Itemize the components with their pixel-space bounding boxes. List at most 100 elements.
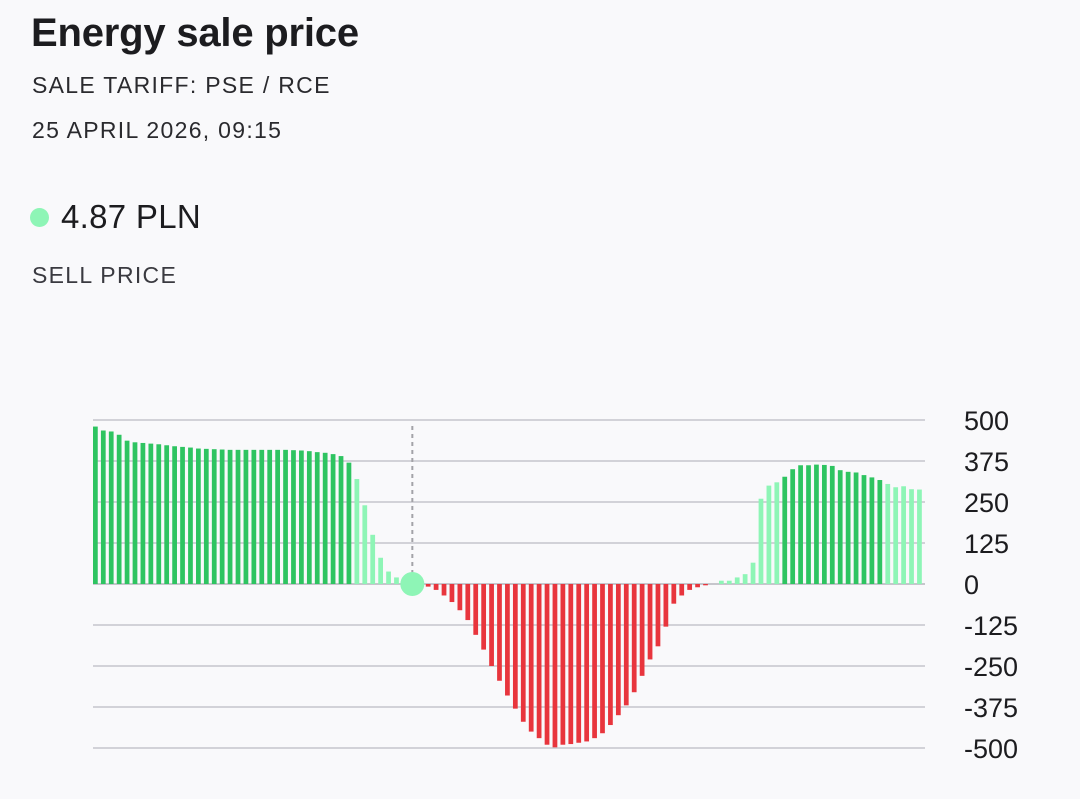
price-bar[interactable] (576, 584, 582, 743)
price-bar[interactable] (299, 450, 304, 585)
price-bar[interactable] (703, 584, 708, 586)
price-bar[interactable] (148, 443, 154, 584)
price-bar[interactable] (837, 470, 843, 584)
price-bar[interactable] (512, 584, 518, 709)
price-bar[interactable] (758, 498, 764, 584)
price-bar[interactable] (291, 450, 296, 584)
price-bar[interactable] (116, 434, 122, 584)
price-bar[interactable] (330, 454, 336, 584)
price-bar[interactable] (243, 449, 249, 584)
price-bar[interactable] (251, 449, 257, 584)
price-bar[interactable] (600, 584, 605, 734)
price-bar[interactable] (782, 476, 788, 584)
price-bar[interactable] (489, 584, 494, 666)
price-bar[interactable] (536, 584, 542, 739)
price-bar[interactable] (829, 465, 835, 584)
price-bar[interactable] (457, 584, 463, 611)
price-bar[interactable] (814, 464, 819, 584)
price-bar[interactable] (164, 445, 170, 584)
price-bar[interactable] (615, 584, 621, 716)
price-bar[interactable] (631, 584, 637, 693)
price-bar[interactable] (203, 448, 209, 584)
price-bar[interactable] (695, 584, 700, 588)
price-bar[interactable] (140, 442, 146, 584)
price-bar[interactable] (687, 584, 693, 590)
price-bar[interactable] (441, 584, 447, 596)
price-bar[interactable] (790, 469, 796, 584)
price-bar[interactable] (346, 462, 352, 584)
price-bar[interactable] (505, 584, 510, 696)
price-bar[interactable] (306, 451, 312, 584)
price-bar[interactable] (124, 440, 130, 584)
price-bar[interactable] (378, 557, 384, 584)
price-bar[interactable] (322, 452, 328, 584)
price-bar[interactable] (655, 584, 661, 647)
price-bar[interactable] (861, 475, 867, 584)
price-bar[interactable] (259, 449, 265, 584)
price-bar[interactable] (108, 431, 114, 584)
price-bar[interactable] (386, 571, 391, 584)
price-bar[interactable] (394, 577, 399, 584)
price-bar[interactable] (465, 584, 471, 621)
price-bar[interactable] (528, 584, 534, 732)
price-bar[interactable] (180, 446, 185, 584)
price-bar[interactable] (806, 465, 811, 584)
price-bar[interactable] (188, 447, 193, 584)
price-bar[interactable] (196, 448, 201, 584)
price-bar[interactable] (156, 444, 162, 584)
price-bar[interactable] (718, 580, 724, 584)
price-bar[interactable] (172, 446, 177, 584)
price-bar[interactable] (893, 487, 899, 584)
price-bar[interactable] (639, 584, 645, 676)
price-bar[interactable] (497, 584, 502, 681)
price-bar[interactable] (100, 430, 106, 585)
price-bar[interactable] (774, 482, 780, 584)
price-bar[interactable] (560, 584, 566, 745)
price-bar[interactable] (235, 449, 241, 584)
current-price-marker[interactable] (400, 572, 425, 596)
price-bar[interactable] (679, 584, 685, 596)
price-bar[interactable] (798, 465, 803, 584)
price-bar[interactable] (481, 584, 487, 650)
price-bar[interactable] (227, 449, 233, 584)
price-bar[interactable] (275, 449, 280, 584)
price-bar[interactable] (877, 480, 883, 584)
price-bar[interactable] (93, 426, 98, 584)
price-bar[interactable] (584, 584, 590, 742)
price-bar[interactable] (909, 489, 914, 584)
price-bar[interactable] (845, 471, 851, 584)
price-bar[interactable] (647, 584, 653, 660)
price-bar[interactable] (362, 505, 368, 584)
price-bar[interactable] (370, 534, 376, 584)
price-bar[interactable] (211, 449, 217, 584)
price-bar[interactable] (750, 562, 756, 584)
price-bar[interactable] (869, 477, 875, 584)
price-bar[interactable] (425, 584, 431, 587)
price-bar[interactable] (283, 449, 288, 584)
price-bar[interactable] (917, 489, 922, 584)
price-bar[interactable] (338, 456, 344, 584)
price-bar[interactable] (726, 580, 732, 584)
price-bar[interactable] (544, 584, 550, 745)
price-bar[interactable] (473, 584, 479, 635)
price-bar[interactable] (267, 449, 273, 584)
price-bar[interactable] (568, 584, 574, 745)
price-bar[interactable] (901, 486, 906, 584)
price-bar[interactable] (433, 584, 439, 590)
price-bar[interactable] (219, 449, 225, 584)
price-bar[interactable] (671, 584, 677, 604)
price-bar[interactable] (853, 472, 859, 584)
price-bar[interactable] (592, 584, 597, 739)
price-bar[interactable] (821, 464, 827, 584)
price-bar[interactable] (663, 584, 669, 627)
price-bar[interactable] (623, 584, 629, 706)
price-bar[interactable] (132, 442, 138, 584)
price-bar[interactable] (520, 584, 526, 722)
price-bar[interactable] (734, 577, 740, 584)
price-bar[interactable] (608, 584, 613, 726)
price-bar[interactable] (885, 483, 891, 584)
price-bar[interactable] (552, 584, 558, 748)
price-bar[interactable] (314, 452, 320, 584)
price-bar[interactable] (742, 574, 748, 584)
